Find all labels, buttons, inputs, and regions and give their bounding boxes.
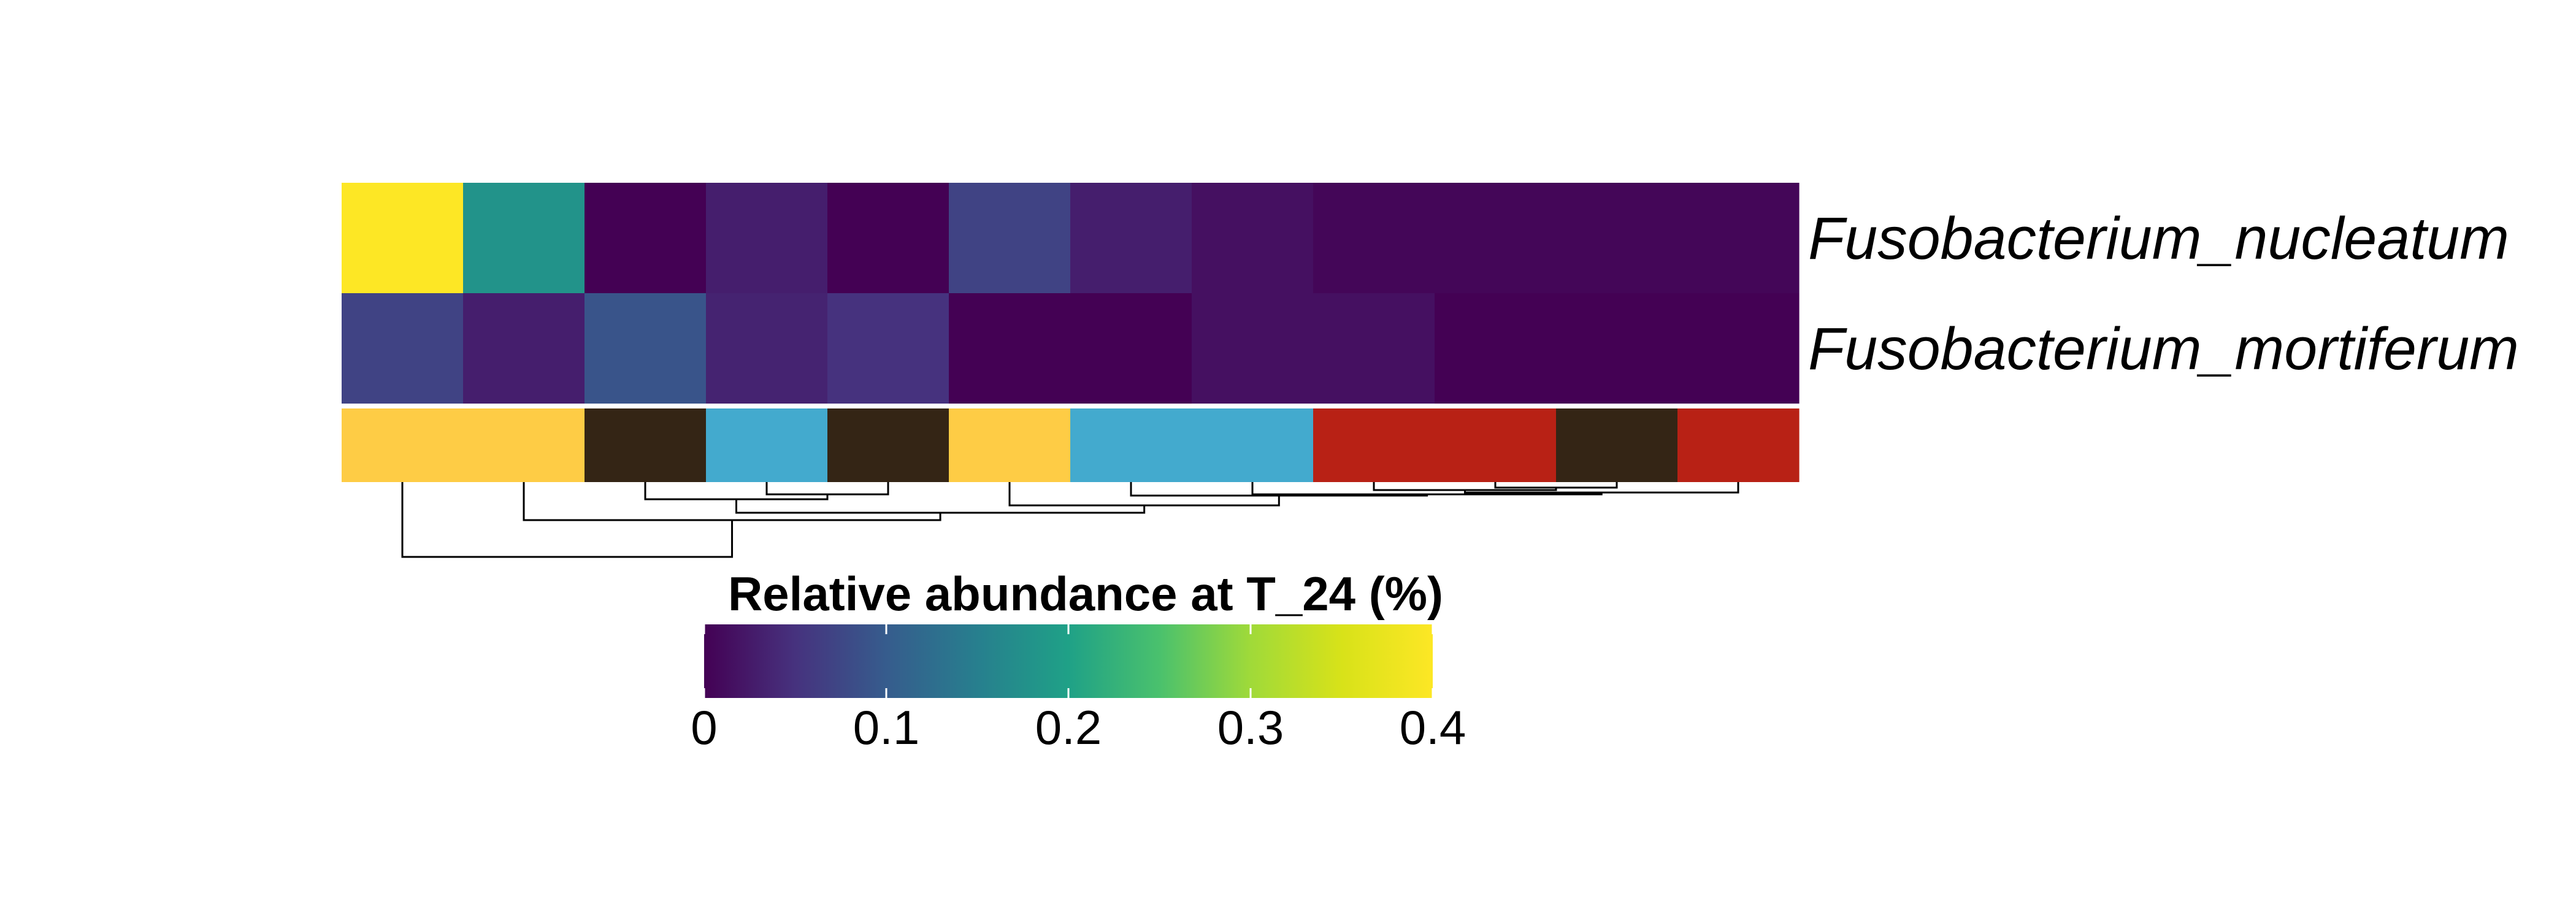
heatmap-cell xyxy=(342,183,464,293)
heatmap-cell xyxy=(1192,293,1314,404)
annotation-cell xyxy=(1677,408,1800,482)
heatmap-cell xyxy=(1677,183,1800,293)
heatmap-cell xyxy=(1192,183,1314,293)
heatmap-cell xyxy=(1677,293,1800,404)
annotation-cell xyxy=(585,408,707,482)
heatmap-cell xyxy=(1313,183,1435,293)
dendrogram-link xyxy=(523,482,941,521)
annotation-cell xyxy=(1192,408,1314,482)
dendrogram-link xyxy=(765,482,889,496)
color-legend: Relative abundance at T_24 (%) 0 0.1 0.2 0.… xyxy=(691,567,1466,754)
annotation-cell xyxy=(1556,408,1678,482)
legend-title: Relative abundance at T_24 (%) xyxy=(728,567,1443,621)
heatmap-cell xyxy=(949,293,1071,404)
heatmap-cell xyxy=(1435,293,1557,404)
column-dendrogram xyxy=(401,482,1739,558)
heatmap-cell xyxy=(1435,183,1557,293)
row-labels: Fusobacterium_nucleatum Fusobacterium_mor… xyxy=(1808,205,2519,382)
dendrogram-link xyxy=(1008,482,1280,507)
heatmap-cell xyxy=(463,183,585,293)
heatmap-cell xyxy=(1070,183,1192,293)
dendrogram-link xyxy=(644,482,829,500)
legend-tick-label: 0 xyxy=(691,700,717,754)
annotation-cell xyxy=(706,408,828,482)
annotation-cell xyxy=(1313,408,1435,482)
annotation-cell xyxy=(342,408,464,482)
dendrogram-link xyxy=(1494,482,1618,489)
legend-ticks: 0 0.1 0.2 0.3 0.4 xyxy=(691,624,1466,754)
heatmap-cell xyxy=(1313,293,1435,404)
heatmap-cell xyxy=(827,183,949,293)
heatmap-cell xyxy=(706,293,828,404)
legend-tick-label: 0.1 xyxy=(853,700,919,754)
column-annotation-bar xyxy=(342,408,1800,482)
heatmap-cell xyxy=(342,293,464,404)
heatmap-cell xyxy=(1556,183,1678,293)
legend-tick-label: 0.3 xyxy=(1217,700,1284,754)
heatmap-cells xyxy=(342,183,1800,404)
annotation-cell xyxy=(949,408,1071,482)
heatmap-cell xyxy=(949,183,1071,293)
legend-tick-label: 0.4 xyxy=(1400,700,1466,754)
heatmap-cell xyxy=(585,183,707,293)
heatmap-cell xyxy=(1556,293,1678,404)
heatmap-cell xyxy=(463,293,585,404)
heatmap-cell xyxy=(1070,293,1192,404)
annotation-cell xyxy=(827,408,949,482)
dendrogram-link xyxy=(1373,482,1557,491)
row-label: Fusobacterium_mortiferum xyxy=(1808,315,2519,382)
annotation-cell xyxy=(463,408,585,482)
row-label: Fusobacterium_nucleatum xyxy=(1808,205,2509,272)
dendrogram-link xyxy=(401,482,734,558)
legend-colorbar xyxy=(704,624,1433,698)
heatmap-cell xyxy=(827,293,949,404)
legend-tick-label: 0.2 xyxy=(1035,700,1102,754)
heatmap-cell xyxy=(706,183,828,293)
annotation-cell xyxy=(1070,408,1192,482)
heatmap-cell xyxy=(585,293,707,404)
annotation-cell xyxy=(1435,408,1557,482)
